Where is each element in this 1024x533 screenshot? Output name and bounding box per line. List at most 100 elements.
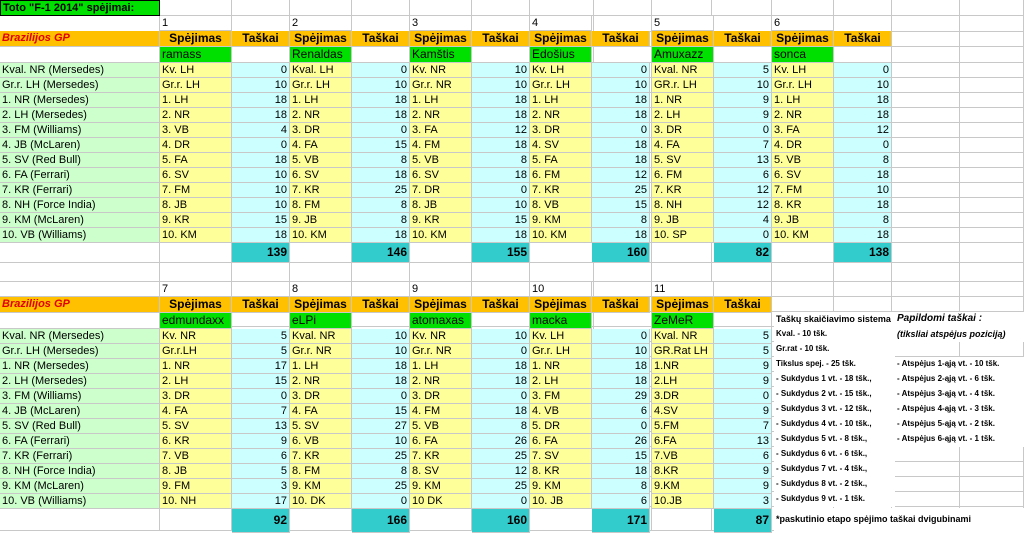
bonus-rule: - Atspėjus 6-ąją vt. - 1 tšk.	[895, 432, 1024, 447]
points-header: Taškai	[592, 297, 650, 313]
grid-cell	[960, 183, 1024, 198]
guess-cell: 9. KR	[160, 213, 232, 228]
points-cell: 18	[834, 228, 892, 243]
total-cell: 166	[352, 509, 410, 533]
grid-cell	[160, 243, 232, 263]
points-cell: 18	[592, 464, 650, 479]
points-cell: 6	[714, 449, 772, 464]
guess-cell: 8. FM	[290, 464, 352, 479]
guess-cell: 3. DR	[652, 123, 714, 138]
points-cell: 10	[472, 63, 530, 78]
participant-name: Kamštis	[410, 47, 472, 63]
points-cell: 18	[592, 153, 650, 168]
points-cell: 18	[472, 108, 530, 123]
total-cell: 146	[352, 243, 410, 263]
guess-cell: Gr.r. NR	[290, 344, 352, 359]
participant-number: 5	[652, 16, 714, 31]
guess-cell: 2. NR	[410, 108, 472, 123]
points-cell: 29	[592, 389, 650, 404]
bonus-rule: - Atspėjus 4-ąją vt. - 3 tšk.	[895, 402, 1024, 417]
points-cell: 9	[714, 93, 772, 108]
guess-cell: Kv. LH	[530, 63, 592, 78]
guess-cell: 7. KR	[652, 183, 714, 198]
guess-header: Spėjimas	[530, 31, 592, 47]
grid-cell	[960, 63, 1024, 78]
points-cell: 18	[472, 168, 530, 183]
grid-cell	[410, 243, 472, 263]
grid-cell	[960, 492, 1024, 507]
points-cell: 0	[472, 183, 530, 198]
row-label: 3. FM (Williams)	[0, 389, 160, 404]
guess-cell: 10. KM	[290, 228, 352, 243]
row-label: Kval. NR (Mersedes)	[0, 329, 160, 344]
points-header: Taškai	[834, 31, 892, 47]
guess-cell: 6. FA	[410, 434, 472, 449]
guess-cell: 2. LH	[160, 374, 232, 389]
points-header: Taškai	[714, 31, 772, 47]
grid-cell	[892, 243, 960, 263]
row-label: 1. NR (Mersedes)	[0, 359, 160, 374]
guess-cell: 7. VB	[160, 449, 232, 464]
guess-cell: Kv. LH	[530, 329, 592, 344]
grid-cell	[530, 243, 594, 263]
guess-cell: Gr.r. NR	[410, 78, 472, 93]
points-cell: 10	[834, 78, 892, 93]
participant-number: 8	[290, 282, 352, 297]
points-cell: 8	[352, 198, 410, 213]
guess-cell: 4. FA	[652, 138, 714, 153]
grid-cell	[232, 16, 290, 32]
grid-cell	[232, 312, 290, 327]
guess-cell: 5. SV	[652, 153, 714, 168]
race-name: Brazilijos GP	[0, 297, 160, 313]
guess-cell: 7. KR	[410, 449, 472, 464]
row-label: 2. LH (Mersedes)	[0, 108, 160, 123]
guess-header: Spėjimas	[530, 297, 592, 313]
guess-cell: 9. KM	[530, 213, 592, 228]
guess-cell: 9. KR	[410, 213, 472, 228]
grid-cell	[290, 263, 352, 282]
grid-cell	[594, 263, 652, 282]
grid-cell	[530, 263, 594, 282]
grid-cell	[892, 297, 960, 312]
points-cell: 10	[592, 344, 650, 359]
bonus-title: Papildomi taškai :	[895, 312, 1024, 327]
grid-cell	[232, 47, 290, 63]
points-cell: 8	[592, 479, 650, 494]
grid-cell	[892, 0, 960, 16]
guess-cell: 3. DR	[160, 389, 232, 404]
points-cell: 25	[352, 449, 410, 464]
points-header: Taškai	[472, 31, 530, 47]
guess-cell: 4. FA	[290, 138, 352, 153]
participant-number: 7	[160, 282, 232, 297]
points-cell: 0	[592, 123, 650, 138]
grid-cell	[960, 228, 1024, 243]
points-cell: 0	[592, 419, 650, 434]
guess-cell: 2. LH	[652, 108, 714, 123]
grid-cell	[0, 243, 160, 263]
total-cell: 160	[592, 243, 650, 263]
grid-cell	[0, 507, 160, 531]
guess-cell: 10. NH	[160, 494, 232, 509]
guess-cell: 4. FA	[160, 404, 232, 419]
points-cell: 25	[352, 183, 410, 198]
guess-cell: 5. VB	[290, 153, 352, 168]
row-label: 5. SV (Red Bull)	[0, 153, 160, 168]
guess-cell: 1. LH	[772, 93, 834, 108]
guess-cell: 5. DR	[530, 419, 592, 434]
guess-cell: 6. SV	[290, 168, 352, 183]
grid-cell	[960, 78, 1024, 93]
bonus-rule: - Atspėjus 2-ąją vt. - 6 tšk.	[895, 372, 1024, 387]
guess-header: Spėjimas	[410, 31, 472, 47]
grid-cell	[410, 263, 472, 282]
grid-cell	[160, 263, 232, 282]
points-cell: 0	[834, 138, 892, 153]
grid-cell	[892, 123, 960, 138]
grid-cell	[960, 263, 1024, 282]
row-label: Kval. NR (Mersedes)	[0, 63, 160, 78]
points-cell: 10	[472, 329, 530, 344]
points-cell: 4	[714, 213, 772, 228]
guess-cell: GR.Rat LH	[652, 344, 714, 359]
guess-cell: Kv. LH	[160, 63, 232, 78]
points-cell: 18	[352, 108, 410, 123]
points-cell: 18	[352, 374, 410, 389]
